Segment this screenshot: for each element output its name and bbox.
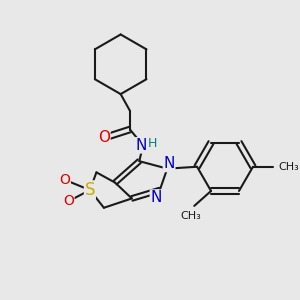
- Text: O: O: [63, 194, 74, 208]
- Text: N: N: [150, 190, 162, 205]
- Text: O: O: [59, 173, 70, 187]
- Text: CH₃: CH₃: [180, 211, 201, 220]
- Text: N: N: [164, 157, 175, 172]
- Text: N: N: [136, 138, 147, 153]
- Text: H: H: [148, 137, 157, 150]
- Text: S: S: [85, 181, 95, 199]
- Text: CH₃: CH₃: [278, 162, 299, 172]
- Text: O: O: [98, 130, 110, 146]
